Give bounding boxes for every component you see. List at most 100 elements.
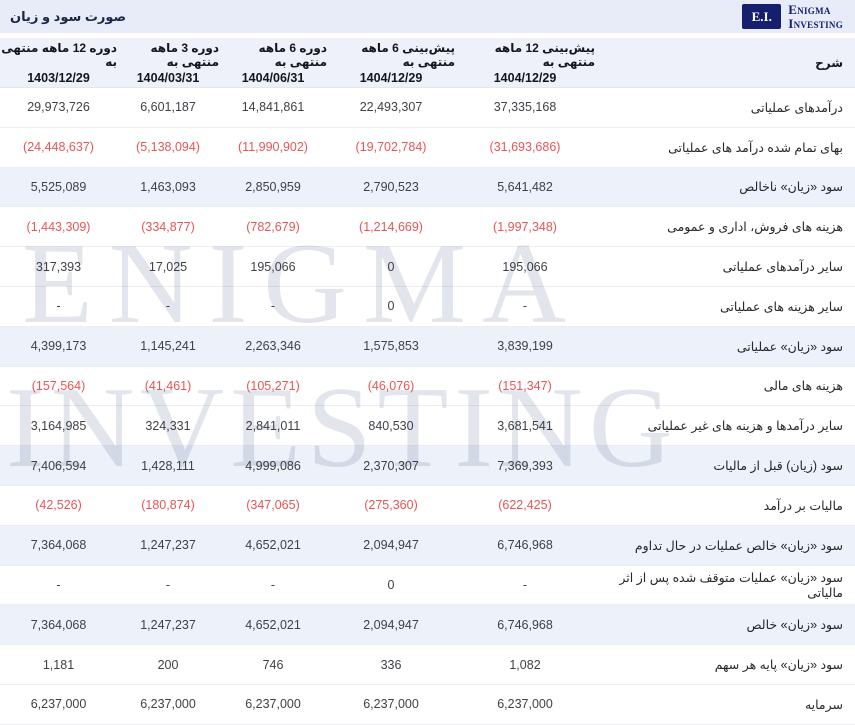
cell-value: 3,164,985 — [30, 418, 87, 433]
cell-value: - — [165, 577, 171, 592]
row-label: هزینه های فروش، اداری و عمومی — [667, 220, 843, 235]
table-row: سایر درآمدهای عملیاتی 195,066 0 195,066 17,… — [0, 247, 855, 287]
column-header-label: دوره 6 ماهه منتهی به — [258, 40, 327, 69]
cell-value: 2,850,959 — [245, 179, 301, 194]
cell-value: (46,076) — [367, 378, 415, 393]
column-header-date: 1404/03/31 — [136, 70, 200, 85]
cell-value: (157,564) — [31, 378, 86, 393]
table-row: سود «زیان» عملیاتی 3,839,199 1,575,853 2,2… — [0, 326, 855, 367]
cell-value: (275,360) — [364, 498, 418, 513]
cell-value: 200 — [157, 657, 179, 672]
cell-value: 0 — [387, 259, 395, 274]
cell-value: 6,601,187 — [140, 100, 196, 115]
cell-value: 5,525,089 — [30, 179, 87, 194]
column-header-label: پیش‌بینی 6 ماهه منتهی به — [361, 40, 455, 69]
topbar-divider — [0, 33, 855, 38]
table-row: مالیات بر درآمد (622,425) (275,360) (347,0… — [0, 486, 855, 526]
cell-value: 746 — [262, 657, 284, 672]
column-header-date: 1404/06/31 — [241, 70, 305, 85]
cell-value: 4,652,021 — [245, 538, 301, 553]
cell-value: (1,443,309) — [26, 219, 91, 234]
cell-value: 1,082 — [509, 657, 541, 672]
cell-value: 840,530 — [368, 418, 414, 433]
cell-value: 29,973,726 — [27, 100, 90, 115]
cell-value: 317,393 — [35, 259, 82, 274]
column-header-period: دوره 12 ماهه منتهی به 1403/12/29 — [0, 38, 117, 87]
row-label: مالیات بر درآمد — [763, 498, 843, 513]
column-header-description: شرح — [815, 55, 843, 70]
cell-value: 7,364,068 — [30, 617, 87, 632]
cell-value: - — [522, 577, 528, 592]
table-row: سایر درآمدها و هزینه های غیر عملیاتی 3,6… — [0, 406, 855, 447]
cell-value: (151,347) — [498, 378, 552, 393]
cell-value: (782,679) — [246, 219, 300, 234]
cell-value: 2,094,947 — [363, 538, 419, 553]
cell-value: - — [270, 577, 276, 592]
cell-value: 5,641,482 — [497, 179, 553, 194]
row-label: هزینه های مالی — [763, 379, 843, 394]
cell-value: (5,138,094) — [136, 140, 200, 155]
cell-value: - — [270, 299, 276, 314]
cell-value: (41,461) — [144, 378, 192, 393]
cell-value: (42,526) — [35, 498, 82, 513]
column-header-date: 1404/12/29 — [359, 70, 423, 85]
cell-value: 2,790,523 — [363, 179, 419, 194]
row-label: سود «زیان» ناخالص — [739, 180, 843, 195]
logo-name-line2: Investing — [788, 15, 843, 31]
cell-value: (11,990,902) — [238, 140, 308, 155]
cell-value: 4,399,173 — [30, 339, 87, 354]
table-row: سود «زیان» خالص عملیات در حال تداوم 6,74… — [0, 525, 855, 566]
column-header-period: پیش‌بینی 6 ماهه منتهی به 1404/12/29 — [327, 38, 455, 87]
cell-value: 6,237,000 — [30, 697, 87, 712]
cell-value: (622,425) — [498, 498, 552, 513]
column-header-period: دوره 6 ماهه منتهی به 1404/06/31 — [219, 38, 327, 87]
brand-logo[interactable]: E.I. Enigma Investing — [742, 3, 843, 30]
cell-value: 2,094,947 — [363, 617, 419, 632]
table-row: سایر هزینه های عملیاتی - 0 - - - — [0, 287, 855, 327]
cell-value: 6,237,000 — [497, 697, 553, 712]
topbar: E.I. Enigma Investing صورت سود و زیان — [0, 0, 855, 33]
table-row: سود «زیان» پایه هر سهم 1,082 336 746 200 1,1… — [0, 645, 855, 685]
cell-value: 4,999,086 — [245, 458, 301, 473]
cell-value: 1,247,237 — [140, 538, 196, 553]
cell-value: 0 — [387, 577, 395, 592]
logo-ei-badge: E.I. — [742, 4, 782, 29]
table-row: سود «زیان» خالص 6,746,968 2,094,947 4,652,… — [0, 605, 855, 646]
row-label: سود «زیان» پایه هر سهم — [714, 658, 843, 673]
cell-value: 195,066 — [250, 259, 296, 274]
cell-value: 2,263,346 — [245, 339, 301, 354]
cell-value: 1,247,237 — [140, 617, 196, 632]
row-label: سود «زیان» عملیات متوقف شده پس از اثر ما… — [619, 570, 843, 600]
cell-value: 14,841,861 — [241, 100, 305, 115]
row-label: سایر درآمدها و هزینه های غیر عملیاتی — [647, 419, 843, 434]
cell-value: (19,702,784) — [355, 140, 427, 155]
cell-value: 1,463,093 — [140, 179, 196, 194]
cell-value: - — [522, 299, 528, 314]
cell-value: 1,181 — [42, 657, 75, 672]
logo-abbr: E.I. — [751, 8, 772, 24]
table-row: سود «زیان» عملیات متوقف شده پس از اثر ما… — [0, 566, 855, 606]
cell-value: 336 — [380, 657, 402, 672]
cell-value: - — [56, 299, 61, 314]
logo-wordmark: Enigma Investing — [788, 3, 843, 30]
row-label: بهای تمام شده درآمد های عملیاتی — [668, 140, 843, 155]
cell-value: (180,874) — [141, 498, 195, 513]
cell-value: (31,693,686) — [489, 140, 561, 155]
cell-value: 6,237,000 — [363, 697, 419, 712]
column-header-period: دوره 3 ماهه منتهی به 1404/03/31 — [117, 38, 219, 87]
cell-value: 1,145,241 — [140, 339, 196, 354]
page-title: صورت سود و زیان — [10, 8, 127, 24]
cell-value: 4,652,021 — [245, 617, 301, 632]
cell-value: 6,746,968 — [497, 617, 553, 632]
income-statement-table: شرح پیش‌بینی 12 ماهه منتهی به 1404/12/29… — [0, 38, 855, 725]
cell-value: - — [56, 577, 61, 592]
column-header-label: پیش‌بینی 12 ماهه منتهی به — [494, 40, 595, 69]
cell-value: (1,214,669) — [359, 219, 423, 234]
cell-value: 6,237,000 — [245, 697, 301, 712]
cell-value: 2,370,307 — [363, 458, 419, 473]
cell-value: 0 — [387, 299, 395, 314]
cell-value: (347,065) — [246, 498, 300, 513]
row-label: سایر درآمدهای عملیاتی — [722, 260, 843, 275]
cell-value: - — [165, 299, 171, 314]
